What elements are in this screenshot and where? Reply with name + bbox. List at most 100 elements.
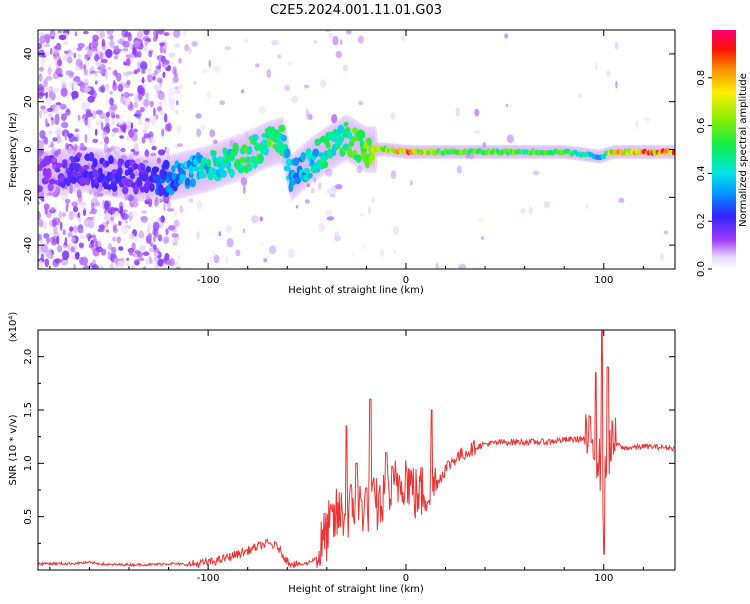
spectrogram-noise-mark [67,132,73,139]
spectrogram-ridge-mark [337,136,345,143]
spectrogram-noise-mark [80,256,89,266]
spectrogram-noise-mark [138,230,145,239]
spectrogram-noise-mark [615,80,618,89]
spectrogram-noise-mark [116,118,125,126]
spectrogram-noise-mark [79,62,84,70]
spectrogram-noise-mark [660,252,664,261]
snr-xtick-label: 100 [594,573,613,584]
spectrogram-noise-mark [145,99,148,109]
spectrogram-noise-mark [482,142,487,149]
spectrogram-noise-mark [84,117,88,126]
spectrogram-noise-mark [218,231,222,237]
spectrogram-noise-mark [154,262,159,269]
spectrogram-noise-mark [122,40,130,48]
spectrogram-noise-mark [117,154,121,160]
spectrogram-noise-mark [127,93,134,97]
spectrogram-noise-mark [98,141,106,145]
spectrogram-noise-mark [52,191,59,198]
spectrogram-noise-mark [45,97,53,105]
spectrogram-noise-mark [83,78,89,84]
spectrogram-noise-mark [124,262,131,267]
spectrogram-noise-mark [144,44,148,53]
spectrogram-noise-mark [38,83,44,91]
spectrogram-noise-mark [98,224,105,231]
snr-scale-label: (x10⁴) [8,312,19,343]
spectrogram-noise-mark [46,249,52,259]
spectrogram-noise-mark [60,139,63,144]
spectrogram-noise-mark [64,237,68,246]
spectrogram-noise-mark [145,92,150,100]
spectrogram-xtick-label: 0 [403,275,409,286]
spectrogram-noise-mark [38,66,45,72]
spectrogram-noise-mark [114,48,122,53]
spectrogram-noise-mark [103,143,108,153]
spectrogram-noise-mark [38,247,42,257]
spectrogram-noise-mark [127,32,132,42]
spectrogram-ridge-mark [151,166,160,173]
spectrogram-noise-mark [44,207,48,215]
spectrogram-noise-mark [72,80,78,90]
spectrogram-noise-mark [240,176,248,186]
spectrogram-noise-mark [117,209,123,214]
spectrogram-noise-mark [48,112,53,119]
spectrogram-noise-mark [129,42,133,51]
spectrogram-noise-mark [60,87,68,97]
spectrogram-ridge-mark [350,137,356,143]
spectrogram-noise-mark [291,95,299,104]
spectrogram-noise-mark [295,204,299,209]
spectrogram-noise-mark [175,109,179,115]
spectrogram-ridge-mark [238,167,244,174]
spectrogram-noise-mark [61,250,70,260]
spectrogram-ridge-mark [247,146,253,155]
spectrogram-noise-mark [635,120,639,130]
spectrogram-noise-mark [88,189,93,196]
spectrogram-noise-mark [44,258,50,268]
spectrogram-noise-mark [151,146,157,151]
spectrogram-ridge-mark [325,142,331,149]
spectrogram-noise-mark [94,53,99,62]
snr-frame [37,329,676,571]
spectrogram-noise-mark [41,198,45,202]
spectrogram-noise-mark [224,46,232,51]
spectrogram-noise-mark [345,30,352,35]
spectrogram-noise-mark [179,83,183,91]
spectrogram-noise-mark [68,71,74,79]
spectrogram-noise-mark [109,262,115,269]
spectrogram-noise-mark [135,109,142,119]
spectrogram-noise-mark [54,106,59,114]
spectrogram-noise-mark [111,132,116,137]
spectrogram-noise-mark [96,192,104,197]
spectrogram-noise-mark [77,133,81,142]
spectrogram-noise-mark [145,258,151,265]
spectrogram-noise-mark [149,136,156,146]
spectrogram-noise-mark [72,95,75,101]
spectrogram-noise-mark [94,128,98,136]
spectrogram-noise-mark [79,80,84,88]
spectrogram-noise-mark [45,75,53,81]
spectrogram-noise-mark [126,257,130,261]
spectrogram-noise-mark [51,241,57,246]
spectrogram-ridge-mark [355,154,362,163]
spectrogram-noise-mark [153,251,159,257]
spectrogram-noise-mark [38,42,43,49]
spectrogram-ridge-mark [284,148,291,159]
spectrogram-noise-mark [171,233,179,238]
spectrogram-noise-mark [164,113,168,123]
spectrogram-noise-mark [136,31,144,39]
spectrogram-noise-mark [142,160,149,164]
spectrogram-noise-mark [148,247,155,253]
spectrogram-noise-mark [45,87,53,91]
spectrogram-noise-mark [392,249,397,255]
spectrogram-noise-mark [62,229,66,236]
spectrogram-noise-mark [47,66,52,76]
spectrogram-noise-mark [130,132,138,142]
spectrogram-noise-mark [165,147,170,155]
spectrogram-noise-mark [99,264,104,269]
spectrogram-noise-mark [79,142,85,149]
spectrogram-ridge-mark [149,183,155,192]
spectrogram-noise-mark [133,40,141,48]
spectrogram-noise-mark [72,206,79,213]
spectrogram-noise-mark [74,128,80,133]
spectrogram-noise-mark [614,42,619,50]
spectrogram-noise-mark [59,103,67,110]
